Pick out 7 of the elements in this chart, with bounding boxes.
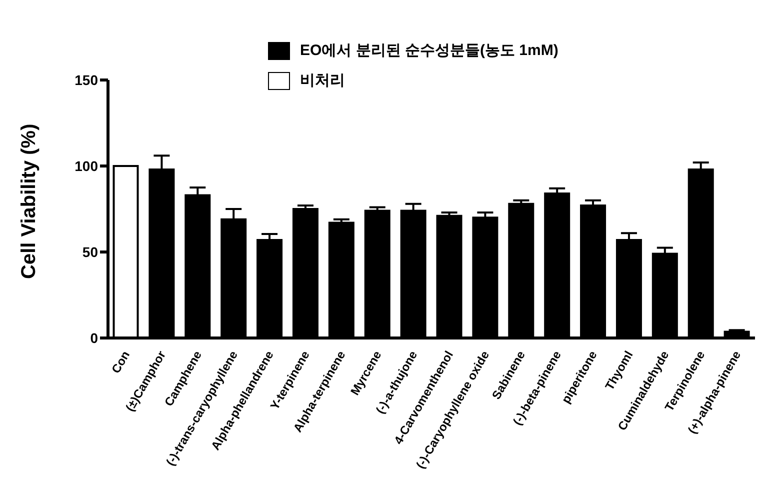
legend-label: 비처리 [300,71,345,91]
legend-label: EO에서 분리된 순수성분들(농도 1mM) [300,41,558,61]
y-tick-label: 100 [74,158,98,174]
y-tick-label: 0 [90,330,98,346]
y-axis-title: Cell Viability (%) [18,124,40,279]
y-tick-label: 50 [82,244,98,260]
y-tick-label: 150 [74,72,98,88]
